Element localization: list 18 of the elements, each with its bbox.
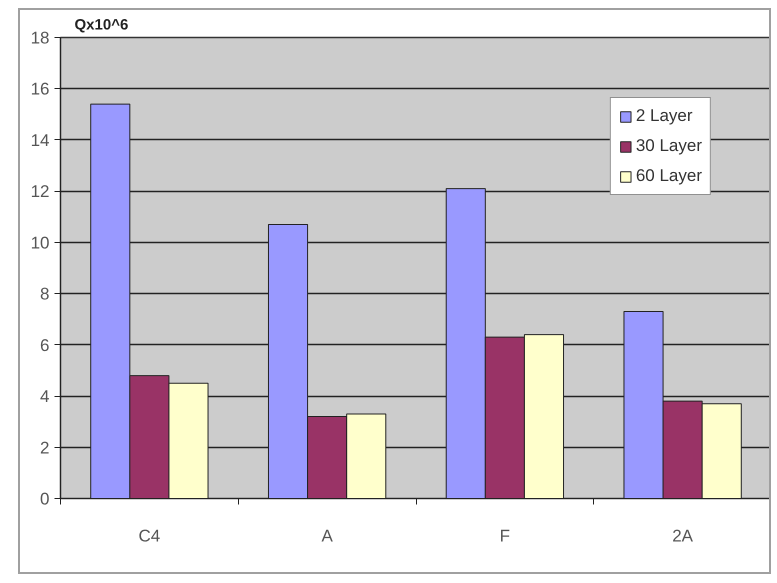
y-tick-label: 0 bbox=[40, 490, 50, 508]
x-tick-label: 2A bbox=[672, 526, 694, 546]
y-tick-label: 14 bbox=[30, 130, 50, 150]
x-tick-label: F bbox=[500, 526, 510, 546]
y-tick-label: 12 bbox=[30, 182, 50, 202]
y-tick-label: 6 bbox=[40, 336, 50, 355]
y-tick-label: 8 bbox=[40, 284, 50, 304]
y-tick-label: 2 bbox=[40, 438, 50, 458]
x-tick-label: A bbox=[321, 526, 334, 546]
y-tick-label: 16 bbox=[30, 80, 50, 99]
y-tick-label: 10 bbox=[30, 233, 50, 252]
x-tick-label: C4 bbox=[138, 526, 160, 546]
legend-label: 2 Layer bbox=[636, 106, 693, 126]
y-tick-label: 18 bbox=[30, 28, 50, 48]
y-axis-title: Qx10^6 bbox=[74, 16, 128, 34]
legend-label: 30 Layer bbox=[636, 136, 702, 156]
y-tick-label: 4 bbox=[40, 387, 50, 406]
legend-label: 60 Layer bbox=[636, 166, 702, 186]
